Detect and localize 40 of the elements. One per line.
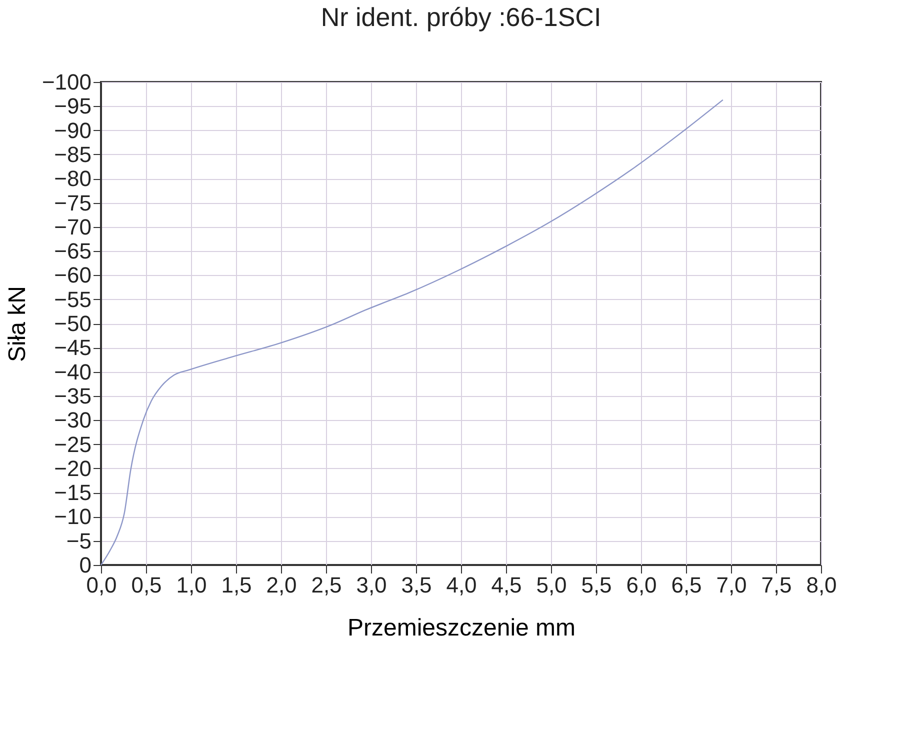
x-tick-label: 1,5	[221, 572, 252, 598]
y-tick-label: −80	[54, 166, 92, 192]
y-tick-label: −35	[54, 383, 92, 408]
x-tick-label: 6,5	[671, 572, 702, 598]
y-tick-label: −90	[54, 118, 92, 143]
chart-title: Nr ident. próby :66-1SCI	[320, 2, 602, 32]
y-tick-label: −95	[54, 94, 92, 119]
y-axis-title: Siła kN	[4, 286, 31, 362]
y-tick-label: −50	[54, 311, 92, 336]
y-tick-label: −15	[54, 480, 92, 506]
y-tick-label: −100	[42, 70, 92, 94]
x-tick-label: 4,0	[446, 572, 477, 598]
x-tick-label: 1,0	[176, 572, 207, 598]
y-tick-label: −25	[54, 432, 92, 457]
y-tick-label: −65	[54, 238, 92, 264]
y-tick-label: −55	[54, 286, 92, 312]
x-tick-label: 3,5	[401, 572, 432, 598]
x-tick-label: 2,0	[266, 572, 297, 598]
x-tick-label: 7,5	[761, 572, 792, 598]
x-tick-label: 3,0	[356, 572, 387, 598]
x-tick-label: 5,0	[536, 572, 567, 598]
x-tick-label: 4,5	[491, 572, 522, 598]
x-tick-label: 0,5	[131, 572, 162, 598]
y-tick-label: −45	[54, 335, 92, 360]
line-series	[100, 99, 724, 566]
y-tick-label: −75	[54, 190, 92, 216]
x-tick-label: 7,0	[716, 572, 747, 598]
x-axis-title: Przemieszczenie mm	[347, 614, 576, 642]
x-tick-label: 5,5	[581, 572, 612, 598]
y-tick-label: −60	[54, 262, 92, 288]
x-tick-label: 6,0	[626, 572, 657, 598]
y-tick-label: −10	[54, 504, 92, 530]
y-tick-label: −70	[54, 214, 92, 240]
x-tick-label: 2,5	[311, 572, 342, 598]
y-tick-label: −5	[66, 528, 92, 554]
y-tick-label: −30	[54, 408, 92, 433]
x-tick-label: 8,0	[806, 572, 837, 598]
y-tick-label: −20	[54, 456, 92, 481]
y-tick-label: −85	[54, 142, 92, 167]
y-tick-label: −40	[54, 359, 92, 384]
